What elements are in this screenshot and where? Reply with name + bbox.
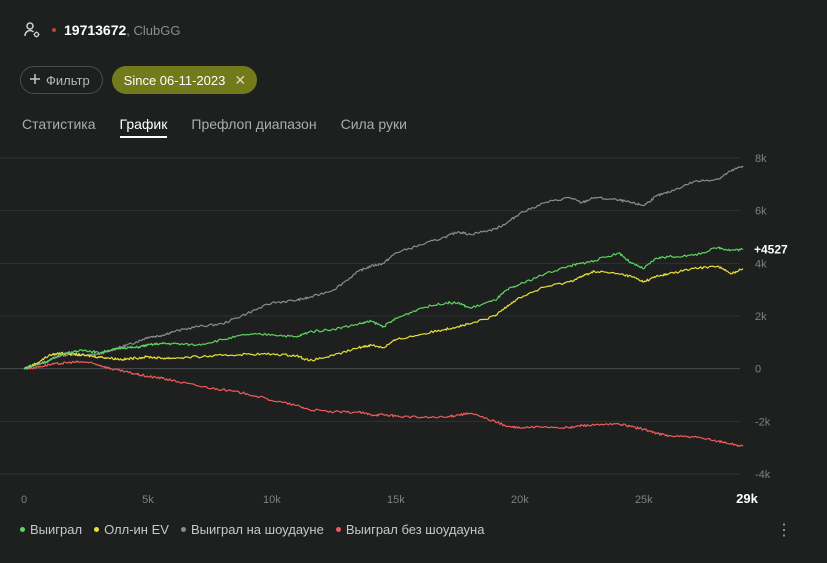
filter-button[interactable]: Фильтр	[20, 66, 103, 94]
header: 19713672 , ClubGG	[22, 18, 180, 42]
x-tick-label: 5k	[142, 494, 154, 506]
tab-2[interactable]: Префлоп диапазон	[191, 116, 317, 132]
filter-bar: Фильтр Since 06-11-2023 ✕	[20, 66, 258, 94]
plus-icon	[29, 73, 41, 88]
date-filter-label: Since 06-11-2023	[123, 72, 226, 88]
series-line	[23, 360, 744, 447]
legend-dot	[94, 527, 100, 532]
y-tick-label: 6k	[755, 206, 767, 218]
series-line	[23, 265, 744, 370]
status-dot	[52, 28, 56, 32]
legend-item[interactable]: Выиграл на шоудауне	[180, 522, 324, 537]
tab-1[interactable]: График	[119, 116, 168, 138]
series-line	[23, 246, 744, 370]
close-icon[interactable]: ✕	[234, 71, 247, 88]
x-tick-label: 20k	[511, 494, 529, 506]
legend-dot	[335, 527, 341, 532]
legend-dot	[180, 527, 186, 532]
legend-label: Выиграл	[30, 522, 83, 537]
y-tick-label: 2k	[755, 311, 767, 323]
tab-0[interactable]: Статистика	[22, 116, 96, 132]
legend-item[interactable]: Выиграл	[20, 522, 82, 537]
x-tick-label: 29k	[736, 491, 758, 506]
legend-label: Выиграл на шоудауне	[190, 522, 324, 537]
y-tick-label: 0	[755, 364, 761, 376]
tab-3[interactable]: Сила руки	[340, 116, 407, 132]
user-settings-icon[interactable]	[22, 20, 42, 40]
y-tick-label: -2k	[755, 416, 771, 428]
date-filter-chip[interactable]: Since 06-11-2023 ✕	[111, 66, 258, 94]
player-id: 19713672	[64, 22, 127, 38]
y-tick-label: -4k	[755, 469, 771, 481]
filter-button-label: Фильтр	[46, 72, 90, 88]
x-tick-label: 15k	[387, 494, 405, 506]
room-name: , ClubGG	[126, 22, 181, 38]
series-line	[23, 165, 744, 370]
graph-chart: 8k 6k 4k 2k 0 -2k -4k 0 5k 10k 15k 20k 25k 29k +4527	[0, 153, 788, 506]
legend-label: Выиграл без шоудауна	[345, 522, 485, 537]
legend-item[interactable]: Выиграл без шоудауна	[335, 522, 485, 537]
tab-bar: Статистика График Префлоп диапазон Сила рук…	[22, 116, 431, 138]
legend-dot	[20, 527, 25, 532]
legend-item[interactable]: Олл-ин EV	[94, 522, 169, 537]
chart-legend: Выиграл Олл-ин EV Выиграл на шоудауне Выигр…	[20, 522, 496, 537]
y-tick-label: 4k	[755, 258, 767, 270]
more-options-icon[interactable]: ⋮	[776, 522, 792, 539]
legend-label: Олл-ин EV	[104, 522, 169, 537]
x-tick-label: 10k	[263, 494, 281, 506]
end-value-label: +4527	[754, 242, 788, 256]
x-tick-label: 0	[21, 494, 27, 506]
x-tick-label: 25k	[635, 494, 653, 506]
y-tick-label: 8k	[755, 153, 767, 165]
